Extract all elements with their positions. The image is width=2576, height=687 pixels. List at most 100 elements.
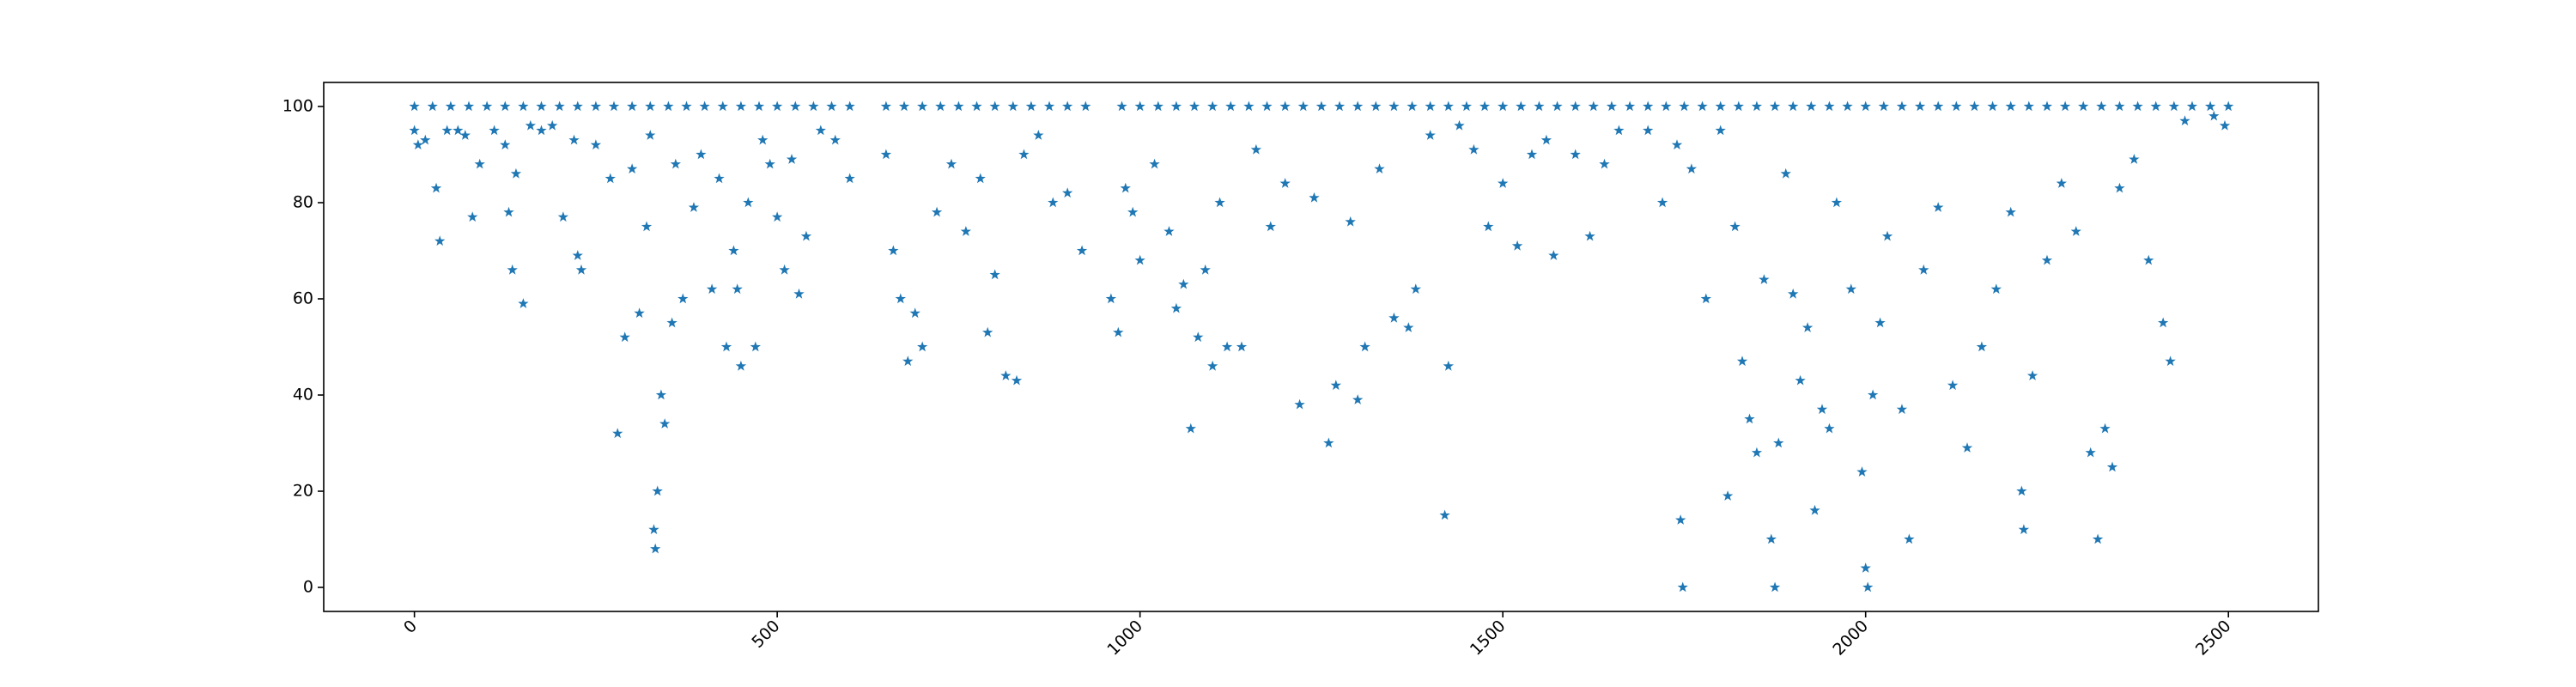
point bbox=[409, 100, 420, 112]
point bbox=[1881, 230, 1893, 241]
point bbox=[772, 211, 783, 222]
point bbox=[1656, 197, 1668, 208]
point bbox=[902, 356, 914, 367]
point bbox=[547, 119, 558, 131]
point bbox=[1152, 100, 1163, 112]
point bbox=[1359, 341, 1370, 352]
point bbox=[1744, 413, 1755, 424]
point bbox=[971, 100, 982, 112]
point bbox=[1715, 125, 1726, 136]
point bbox=[764, 158, 775, 169]
point bbox=[1677, 581, 1688, 593]
point bbox=[829, 134, 841, 145]
point bbox=[605, 173, 616, 184]
point bbox=[409, 125, 420, 136]
point bbox=[2092, 533, 2104, 544]
point bbox=[1700, 293, 1711, 304]
point bbox=[1062, 100, 1073, 112]
point bbox=[2041, 254, 2053, 265]
point bbox=[880, 100, 892, 112]
point bbox=[1511, 240, 1523, 251]
point bbox=[572, 250, 583, 260]
point bbox=[1236, 341, 1248, 352]
point bbox=[1856, 466, 1868, 477]
point bbox=[1780, 167, 1791, 179]
point bbox=[634, 307, 645, 319]
point bbox=[572, 100, 583, 112]
point bbox=[1200, 264, 1211, 275]
point bbox=[1323, 437, 1334, 448]
point bbox=[2143, 254, 2154, 265]
point bbox=[1185, 423, 1196, 434]
point bbox=[666, 317, 677, 328]
point bbox=[1025, 100, 1037, 112]
point bbox=[1261, 100, 1273, 112]
point bbox=[427, 100, 438, 112]
point bbox=[1127, 206, 1139, 217]
point bbox=[1751, 100, 1763, 112]
point bbox=[1686, 163, 1698, 174]
point bbox=[2099, 423, 2111, 434]
point bbox=[1120, 182, 1131, 193]
point bbox=[1516, 100, 1527, 112]
point bbox=[1033, 130, 1044, 140]
point bbox=[1613, 125, 1625, 136]
point bbox=[1951, 100, 1962, 112]
y-tick-label: 0 bbox=[303, 578, 313, 597]
point bbox=[1483, 221, 1494, 232]
point bbox=[627, 100, 638, 112]
point bbox=[445, 100, 457, 112]
point bbox=[1788, 288, 1799, 299]
point bbox=[1540, 134, 1552, 145]
point bbox=[641, 221, 653, 232]
point bbox=[1729, 221, 1741, 232]
point bbox=[412, 139, 423, 150]
point bbox=[1370, 100, 1382, 112]
point bbox=[2041, 100, 2053, 112]
point bbox=[717, 100, 728, 112]
point bbox=[1330, 380, 1341, 391]
point bbox=[1468, 143, 1479, 155]
point bbox=[1801, 322, 1814, 332]
plot-area bbox=[409, 100, 2234, 593]
point bbox=[2026, 370, 2038, 380]
point bbox=[1000, 370, 1012, 380]
point bbox=[459, 130, 471, 140]
point bbox=[1214, 197, 1225, 208]
point bbox=[2085, 447, 2096, 458]
point bbox=[507, 264, 518, 275]
point bbox=[1759, 274, 1770, 284]
point bbox=[935, 100, 946, 112]
point bbox=[1679, 100, 1690, 112]
point bbox=[735, 100, 747, 112]
point bbox=[1113, 326, 1124, 337]
point bbox=[1425, 130, 1436, 140]
point bbox=[1352, 100, 1364, 112]
point bbox=[1874, 317, 1886, 328]
x-tick-label: 500 bbox=[748, 617, 783, 652]
point bbox=[793, 288, 805, 299]
point bbox=[2106, 461, 2118, 472]
point bbox=[467, 211, 478, 222]
point bbox=[677, 293, 689, 304]
point bbox=[1315, 100, 1327, 112]
point bbox=[453, 125, 464, 136]
point bbox=[1149, 158, 1160, 169]
point bbox=[953, 100, 964, 112]
x-tick-label: 2500 bbox=[2192, 617, 2235, 660]
point bbox=[2219, 119, 2231, 131]
point bbox=[844, 173, 855, 184]
point bbox=[696, 149, 707, 160]
point bbox=[1410, 283, 1421, 295]
point bbox=[2056, 178, 2067, 188]
y-tick-label: 40 bbox=[293, 386, 313, 404]
point bbox=[808, 100, 819, 112]
point bbox=[681, 100, 692, 112]
point bbox=[1773, 437, 1784, 448]
point bbox=[1624, 100, 1636, 112]
point bbox=[1824, 423, 1835, 434]
point bbox=[1007, 100, 1018, 112]
point bbox=[989, 100, 1000, 112]
point bbox=[720, 341, 732, 352]
point bbox=[880, 149, 892, 160]
